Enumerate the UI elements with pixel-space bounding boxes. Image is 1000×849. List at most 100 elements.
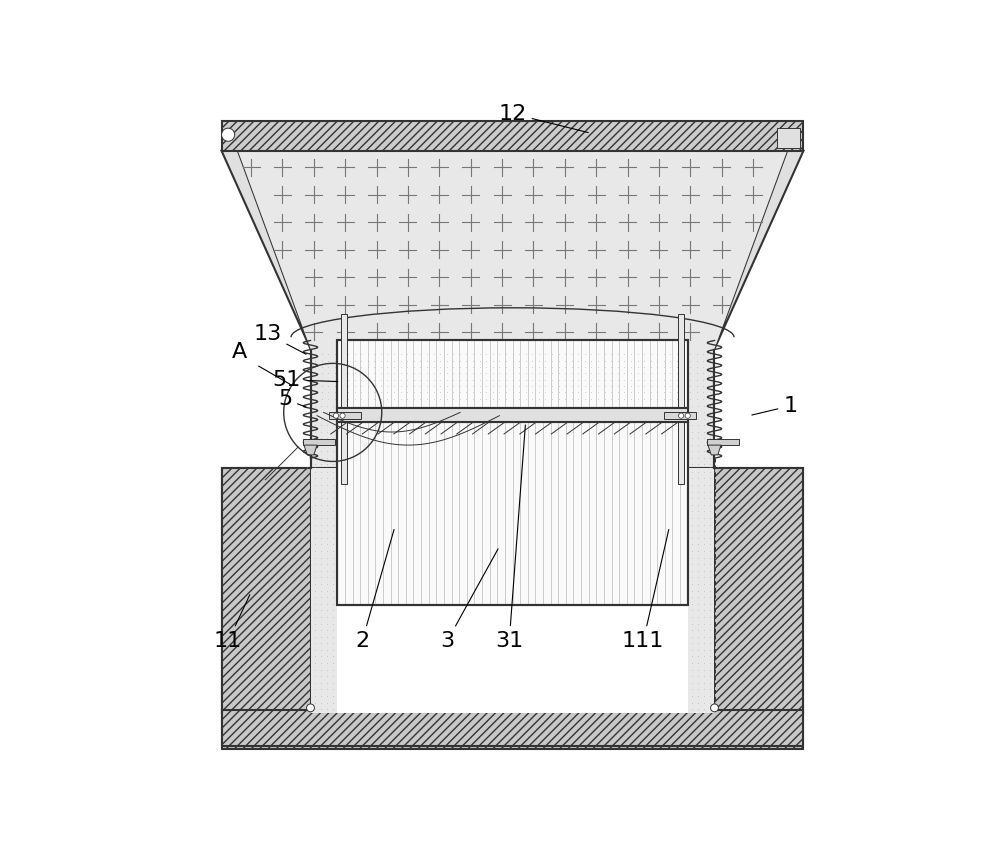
Point [419, 385, 435, 399]
Point [702, 386, 718, 400]
Point [577, 380, 593, 393]
Point [690, 347, 706, 361]
Point [373, 385, 389, 399]
Point [696, 392, 712, 406]
Point [307, 616, 323, 630]
Point [696, 696, 712, 710]
Point [623, 392, 639, 406]
Point [531, 385, 547, 399]
Point [445, 380, 461, 393]
Bar [222, 121, 803, 151]
Point [325, 438, 341, 452]
Point [696, 616, 712, 630]
Point [669, 354, 685, 368]
Point [313, 670, 329, 683]
Point [564, 354, 580, 368]
Point [307, 347, 323, 361]
Point [498, 392, 514, 406]
Point [432, 367, 448, 380]
Point [690, 663, 706, 677]
Point [702, 374, 718, 387]
Point [366, 347, 382, 361]
Point [696, 702, 712, 716]
Point [445, 367, 461, 380]
Point [649, 347, 665, 361]
Point [623, 367, 639, 380]
Point [669, 392, 685, 406]
Point [313, 399, 329, 413]
Point [313, 551, 329, 565]
Point [684, 406, 700, 419]
Point [544, 360, 560, 374]
Point [557, 380, 573, 393]
Point [347, 373, 363, 386]
Point [325, 564, 341, 577]
Point [319, 504, 335, 518]
Point [325, 590, 341, 604]
Point [319, 367, 335, 380]
Bar [222, 713, 803, 749]
Point [319, 571, 335, 584]
Point [702, 472, 718, 486]
Point [702, 406, 718, 419]
Point [702, 347, 718, 361]
Point [360, 347, 376, 361]
Point [319, 537, 335, 551]
Point [544, 373, 560, 386]
Point [399, 385, 415, 399]
Point [690, 492, 706, 505]
Point [623, 380, 639, 393]
Point [325, 676, 341, 689]
Point [485, 380, 501, 393]
Point [702, 531, 718, 544]
Point [366, 367, 382, 380]
Point [478, 392, 494, 406]
Point [452, 360, 468, 374]
Point [696, 374, 712, 387]
Point [313, 367, 329, 380]
Point [636, 360, 652, 374]
Point [583, 367, 599, 380]
Point [684, 525, 700, 538]
Point [684, 354, 700, 368]
Point [465, 367, 481, 380]
Point [557, 373, 573, 386]
Point [636, 373, 652, 386]
Point [597, 392, 613, 406]
Point [690, 518, 706, 531]
Point [406, 392, 422, 406]
Point [366, 385, 382, 399]
Point [307, 590, 323, 604]
Point [702, 696, 718, 710]
Point [656, 373, 672, 386]
Point [313, 347, 329, 361]
Point [472, 380, 488, 393]
Point [307, 465, 323, 479]
Point [676, 392, 692, 406]
Point [702, 663, 718, 677]
Point [590, 360, 606, 374]
Point [684, 478, 700, 492]
Point [472, 367, 488, 380]
Point [690, 683, 706, 696]
Point [313, 406, 329, 419]
Point [319, 630, 335, 644]
Point [307, 525, 323, 538]
Point [412, 347, 428, 361]
Point [610, 354, 626, 368]
Point [325, 380, 341, 393]
Point [325, 637, 341, 650]
Point [696, 643, 712, 656]
Text: 13: 13 [253, 324, 306, 354]
Point [696, 425, 712, 439]
Point [491, 373, 507, 386]
Point [537, 380, 553, 393]
Point [684, 676, 700, 689]
Point [603, 373, 619, 386]
Point [379, 367, 395, 380]
Point [307, 485, 323, 498]
Point [603, 367, 619, 380]
Point [319, 558, 335, 571]
Point [485, 373, 501, 386]
Point [695, 367, 711, 380]
